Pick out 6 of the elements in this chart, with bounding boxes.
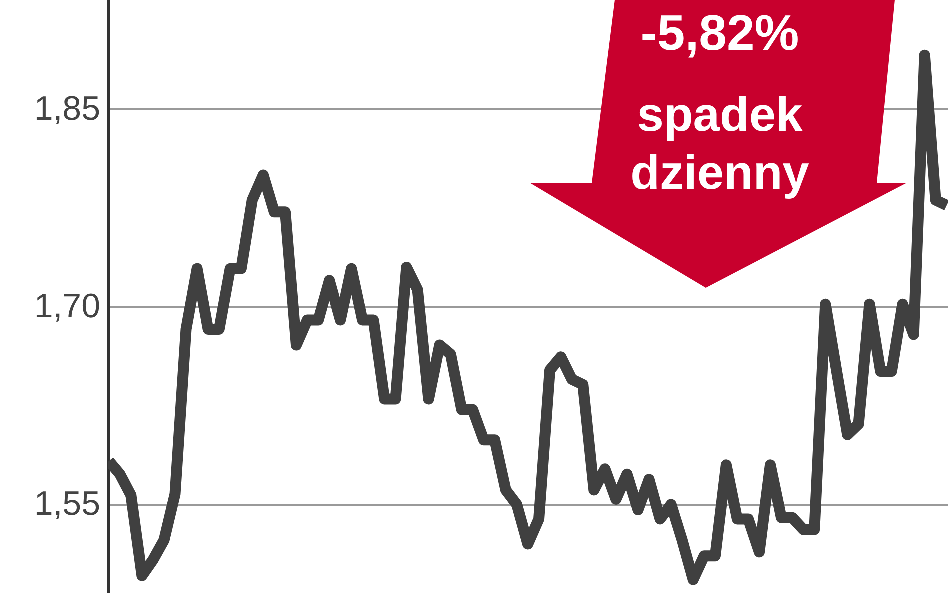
y-tick-label: 1,85 bbox=[34, 90, 100, 128]
annotation: dzienny bbox=[630, 147, 810, 200]
y-tick-label: 1,70 bbox=[34, 288, 100, 326]
y-tick-label: 1,55 bbox=[34, 485, 100, 524]
annotation: spadek bbox=[636, 89, 804, 142]
annotation: -5,82% bbox=[640, 5, 800, 61]
